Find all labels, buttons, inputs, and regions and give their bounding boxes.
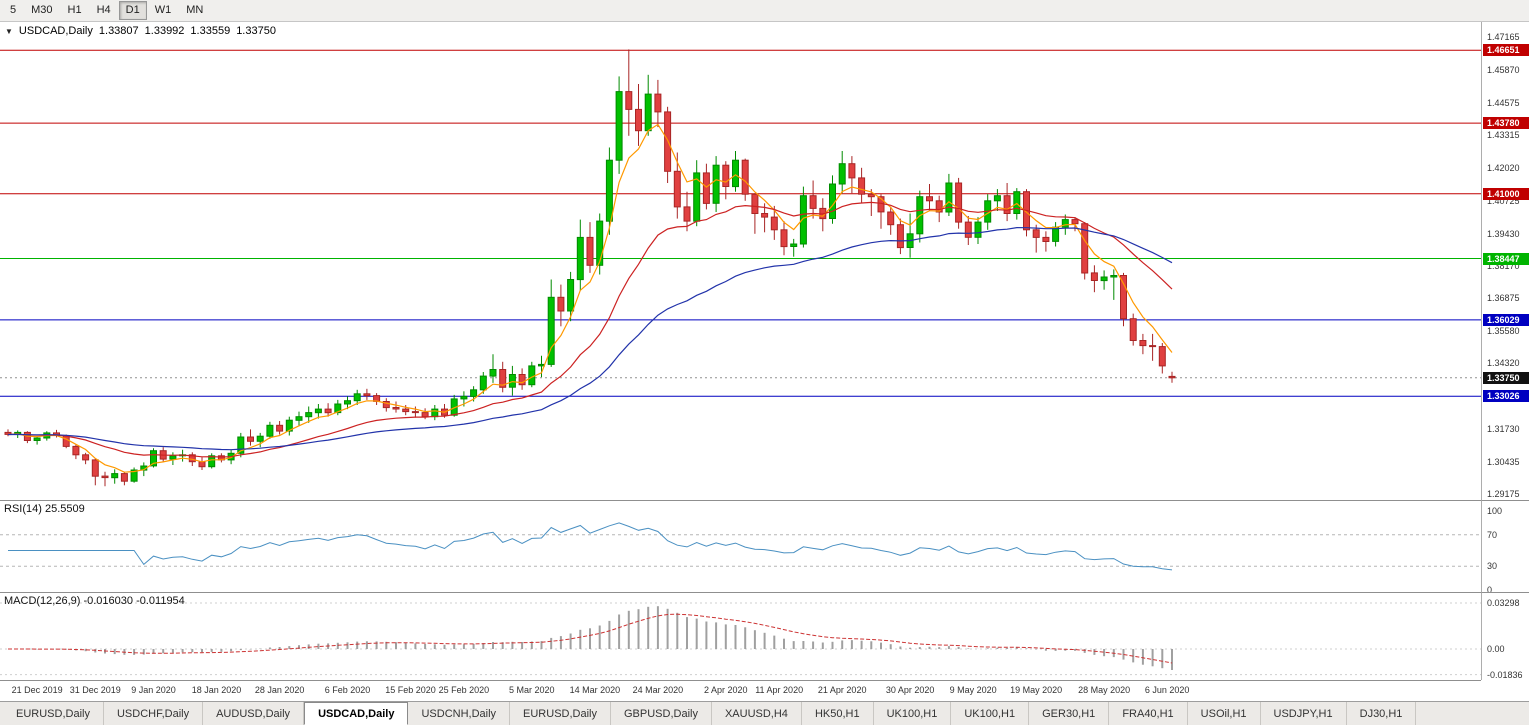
chart-tab-usdcad-daily[interactable]: USDCAD,Daily	[304, 702, 409, 725]
current-price-badge: 1.33750	[1483, 371, 1529, 384]
macd-axis[interactable]: 0.03298 0.00 -0.01836	[1481, 592, 1529, 680]
price-tick: 1.43315	[1487, 129, 1520, 140]
price-tick: 1.45870	[1487, 65, 1520, 75]
date-tick: 28 May 2020	[1078, 685, 1131, 695]
date-tick: 14 Mar 2020	[569, 685, 621, 695]
price-tick: 1.38170	[1487, 260, 1520, 271]
date-tick: 9 May 2020	[949, 685, 997, 695]
rsi-axis[interactable]: 100 70 30 0	[1481, 500, 1529, 595]
chart-symbol: USDCAD,Daily	[18, 25, 93, 37]
timeframe-button-H4[interactable]: H4	[96, 4, 111, 16]
price-chart[interactable]: ▼ USDCAD,Daily 1.33807 1.33992 1.33559 1…	[0, 22, 1481, 500]
chart-tab-audusd-daily[interactable]: AUDUSD,Daily	[203, 702, 305, 725]
date-tick: 24 Mar 2020	[632, 685, 684, 695]
price-level-badge: 1.38447	[1483, 252, 1529, 265]
price-tick: 1.36875	[1487, 293, 1520, 304]
timeframe-button-W1[interactable]: W1	[154, 4, 172, 16]
chart-tab-usdchf-daily[interactable]: USDCHF,Daily	[104, 702, 204, 725]
date-tick: 15 Feb 2020	[385, 685, 436, 695]
rsi-panel[interactable]: RSI(14) 25.5509	[0, 500, 1481, 592]
date-tick: 2 Apr 2020	[704, 685, 748, 695]
chart-tab-usdjpy-h1[interactable]: USDJPY,H1	[1261, 702, 1347, 725]
date-tick: 11 Apr 2020	[755, 685, 804, 695]
price-tick: 1.34320	[1487, 358, 1520, 369]
chart-title: ▼ USDCAD,Daily 1.33807 1.33992 1.33559 1…	[5, 25, 276, 37]
date-tick: 18 Jan 2020	[191, 685, 242, 695]
date-tick: 31 Dec 2019	[69, 685, 121, 695]
chart-tab-usdcnh-daily[interactable]: USDCNH,Daily	[408, 702, 511, 725]
price-tick: 1.42020	[1487, 162, 1520, 173]
price-level-badge: 1.36029	[1483, 313, 1529, 326]
timeframe-button-H1[interactable]: H1	[67, 4, 82, 16]
chart-tab-uk100-h1[interactable]: UK100,H1	[874, 702, 952, 725]
chart-tab-eurusd-daily[interactable]: EURUSD,Daily	[3, 702, 104, 725]
date-tick: 30 Apr 2020	[885, 685, 935, 695]
price-tick: 1.47165	[1487, 32, 1520, 43]
rsi-label: RSI(14) 25.5509	[4, 503, 85, 515]
chart-tab-ger30-h1[interactable]: GER30,H1	[1029, 702, 1110, 725]
price-level-badge: 1.43780	[1483, 117, 1529, 130]
timeframe-button-5[interactable]: 5	[10, 4, 17, 16]
price-tick: 1.44575	[1487, 97, 1520, 108]
timeframe-button-MN[interactable]: MN	[186, 4, 204, 16]
macd-chart-canvas[interactable]	[0, 593, 1481, 680]
chart-tabs: EURUSD,Daily USDCHF,Daily AUDUSD,Daily USDC…	[0, 701, 1529, 725]
macd-label: MACD(12,26,9) -0.016030 -0.011954	[4, 595, 185, 607]
ohlc-high: 1.33992	[144, 25, 185, 37]
price-axis[interactable]: 1.47165 1.45870 1.44575 1.43315 1.42020 1.407…	[1481, 22, 1529, 500]
time-axis[interactable]: 21 Dec 2019 31 Dec 2019 9 Jan 2020 18 Jan 2…	[0, 680, 1481, 701]
date-tick: 28 Jan 2020	[254, 685, 305, 695]
timeframe-toolbar: 5 M30 H1 H4 D1 W1 MN	[0, 0, 1529, 22]
date-tick: 6 Feb 2020	[324, 685, 371, 695]
symbol-dropdown-icon[interactable]: ▼	[5, 26, 13, 36]
price-tick: 1.35580	[1487, 326, 1520, 337]
rsi-axis-tick: 30	[1487, 561, 1498, 572]
ohlc-low: 1.33559	[190, 25, 231, 37]
chart-tab-xauusd-h4[interactable]: XAUUSD,H4	[712, 702, 802, 725]
ohlc-open: 1.33807	[98, 25, 139, 37]
price-level-badge: 1.33026	[1483, 390, 1529, 403]
date-tick: 25 Feb 2020	[438, 685, 490, 695]
rsi-axis-tick: 0	[1487, 585, 1493, 595]
price-tick: 1.30435	[1487, 457, 1520, 468]
chart-tab-usoil-h1[interactable]: USOil,H1	[1188, 702, 1261, 725]
chart-tab-dj30-h1[interactable]: DJ30,H1	[1347, 702, 1417, 725]
date-tick: 21 Apr 2020	[817, 685, 867, 695]
chart-tab-fra40-h1[interactable]: FRA40,H1	[1109, 702, 1188, 725]
chart-tab-uk100-h1[interactable]: UK100,H1	[951, 702, 1030, 725]
price-tick: 1.31730	[1487, 424, 1520, 435]
price-level-badge: 1.46651	[1483, 44, 1529, 57]
date-tick: 5 Mar 2020	[509, 685, 555, 695]
date-tick: 19 May 2020	[1010, 685, 1063, 695]
price-tick: 1.39430	[1487, 228, 1520, 239]
date-tick: 6 Jun 2020	[1144, 685, 1190, 695]
rsi-axis-tick: 70	[1487, 529, 1498, 540]
ohlc-close: 1.33750	[236, 25, 276, 37]
price-level-badge: 1.41000	[1483, 187, 1529, 200]
chart-tab-hk50-h1[interactable]: HK50,H1	[802, 702, 874, 725]
timeframe-button-M30[interactable]: M30	[31, 4, 53, 16]
date-tick: 21 Dec 2019	[11, 685, 63, 695]
macd-axis-tick: 0.00	[1487, 644, 1505, 654]
price-tick: 1.40725	[1487, 195, 1520, 206]
price-tick: 1.29175	[1487, 489, 1520, 500]
chart-tab-gbpusd-daily[interactable]: GBPUSD,Daily	[611, 702, 712, 725]
price-chart-canvas[interactable]	[0, 22, 1481, 500]
chart-tab-eurusd-daily[interactable]: EURUSD,Daily	[510, 702, 611, 725]
rsi-chart-canvas[interactable]	[0, 501, 1481, 592]
macd-panel[interactable]: MACD(12,26,9) -0.016030 -0.011954	[0, 592, 1481, 680]
macd-axis-tick: -0.01836	[1487, 669, 1523, 680]
date-tick: 9 Jan 2020	[131, 685, 176, 695]
macd-axis-tick: 0.03298	[1487, 598, 1520, 608]
timeframe-button-D1[interactable]: D1	[118, 1, 147, 20]
rsi-axis-tick: 100	[1487, 506, 1503, 516]
